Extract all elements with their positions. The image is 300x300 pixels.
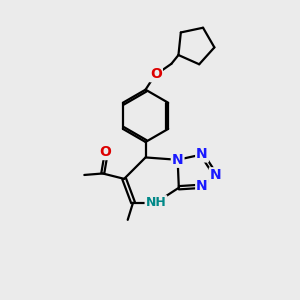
- Text: N: N: [196, 179, 208, 193]
- Text: N: N: [210, 168, 221, 182]
- Text: O: O: [150, 67, 162, 81]
- Text: N: N: [172, 153, 184, 167]
- Text: NH: NH: [146, 196, 166, 209]
- Text: O: O: [99, 145, 111, 159]
- Text: N: N: [196, 148, 208, 161]
